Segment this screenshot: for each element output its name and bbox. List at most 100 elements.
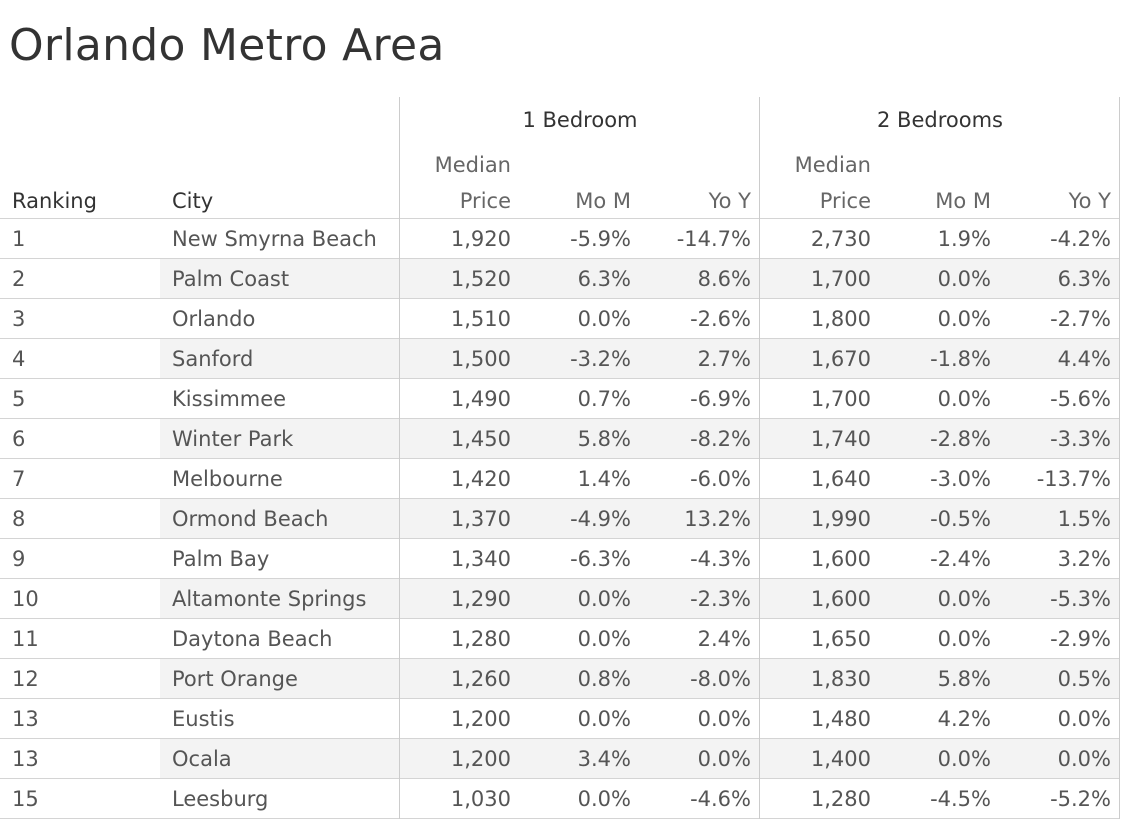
b1-mom-cell: 3.4% [577, 747, 631, 771]
b2-price-cell: 1,800 [810, 307, 871, 331]
row-divider [0, 538, 1120, 539]
b2-yoy-cell: 4.4% [1057, 347, 1111, 371]
b1-mom-cell: 0.0% [577, 707, 631, 731]
b1-price-cell: 1,260 [450, 667, 511, 691]
city-cell: Ocala [172, 747, 232, 771]
b2-mom-header: Mo M [935, 189, 991, 213]
b1-yoy-cell: -6.0% [690, 467, 751, 491]
b1-yoy-cell: -14.7% [676, 227, 751, 251]
b2-price-cell: 1,280 [810, 787, 871, 811]
rank-cell: 7 [12, 467, 26, 491]
b2-median-label: Median [794, 153, 871, 177]
rank-cell: 11 [12, 627, 39, 651]
b2-yoy-cell: 1.5% [1057, 507, 1111, 531]
b2-mom-cell: 0.0% [937, 627, 991, 651]
b1-price-cell: 1,340 [450, 547, 511, 571]
b1-yoy-cell: -8.0% [690, 667, 751, 691]
b1-mom-cell: -3.2% [570, 347, 631, 371]
rank-cell: 13 [12, 707, 39, 731]
row-band [160, 659, 1120, 699]
b1-mom-cell: -5.9% [570, 227, 631, 251]
city-cell: Winter Park [172, 427, 294, 451]
b2-yoy-cell: -4.2% [1050, 227, 1111, 251]
row-divider [0, 298, 1120, 299]
b1-mom-cell: 0.7% [577, 387, 631, 411]
b1-mom-header: Mo M [575, 189, 631, 213]
b2-mom-cell: 0.0% [937, 587, 991, 611]
row-divider [0, 698, 1120, 699]
city-header: City [172, 189, 214, 213]
b1-yoy-cell: 2.4% [697, 627, 751, 651]
b2-yoy-cell: -13.7% [1036, 467, 1111, 491]
b1-price-cell: 1,420 [450, 467, 511, 491]
b2-price-cell: 1,700 [810, 387, 871, 411]
header-divider [400, 218, 1120, 219]
b1-yoy-cell: 13.2% [684, 507, 751, 531]
b2-yoy-cell: -5.3% [1050, 587, 1111, 611]
b2-mom-cell: -2.8% [930, 427, 991, 451]
b1-yoy-cell: 0.0% [697, 707, 751, 731]
rank-cell: 3 [12, 307, 26, 331]
b1-mom-cell: -4.9% [570, 507, 631, 531]
group-header-1-bedroom: 1 Bedroom [522, 108, 638, 132]
b2-yoy-cell: 0.0% [1057, 747, 1111, 771]
rank-cell: 5 [12, 387, 26, 411]
b1-yoy-cell: -4.6% [690, 787, 751, 811]
city-cell: Eustis [172, 707, 235, 731]
rank-cell: 10 [12, 587, 39, 611]
row-divider [0, 778, 1120, 779]
ranking-header: Ranking [12, 189, 97, 213]
rank-cell: 12 [12, 667, 39, 691]
row-divider [0, 818, 1120, 819]
city-cell: Leesburg [172, 787, 269, 811]
b1-price-cell: 1,490 [450, 387, 511, 411]
b1-price-cell: 1,200 [450, 747, 511, 771]
rank-cell: 4 [12, 347, 26, 371]
b1-median-label: Median [434, 153, 511, 177]
row-band [160, 419, 1120, 459]
b1-yoy-cell: -6.9% [690, 387, 751, 411]
row-divider [0, 498, 1120, 499]
row-divider [0, 258, 1120, 259]
b2-price-cell: 1,990 [810, 507, 871, 531]
b2-mom-cell: 0.0% [937, 307, 991, 331]
b2-mom-cell: -4.5% [930, 787, 991, 811]
b1-yoy-cell: -8.2% [690, 427, 751, 451]
b1-price-cell: 1,280 [450, 627, 511, 651]
b1-yoy-header: Yo Y [708, 189, 751, 213]
b2-mom-cell: 0.0% [937, 747, 991, 771]
row-band [160, 339, 1120, 379]
b2-yoy-cell: -3.3% [1050, 427, 1111, 451]
b2-yoy-cell: -5.2% [1050, 787, 1111, 811]
b1-price-cell: 1,920 [450, 227, 511, 251]
group-header-2-bedrooms: 2 Bedrooms [877, 108, 1003, 132]
row-divider [0, 338, 1120, 339]
header-divider [0, 218, 400, 219]
group-divider [399, 97, 400, 819]
row-band [160, 259, 1120, 299]
b1-yoy-cell: -4.3% [690, 547, 751, 571]
b1-yoy-cell: 8.6% [697, 267, 751, 291]
row-divider [0, 658, 1120, 659]
row-band [160, 739, 1120, 779]
b1-price-cell: 1,520 [450, 267, 511, 291]
b2-price-cell: 1,830 [810, 667, 871, 691]
b2-price-cell: 1,400 [810, 747, 871, 771]
b2-yoy-cell: 0.0% [1057, 707, 1111, 731]
row-band [160, 499, 1120, 539]
b2-price-cell: 1,480 [810, 707, 871, 731]
b2-mom-cell: 5.8% [937, 667, 991, 691]
b2-price-label: Price [819, 189, 871, 213]
page-title: Orlando Metro Area [9, 20, 445, 71]
b2-mom-cell: -2.4% [930, 547, 991, 571]
rank-cell: 15 [12, 787, 39, 811]
rank-cell: 2 [12, 267, 26, 291]
city-cell: Orlando [172, 307, 256, 331]
b1-price-cell: 1,290 [450, 587, 511, 611]
b2-yoy-header: Yo Y [1068, 189, 1111, 213]
b2-yoy-cell: 6.3% [1057, 267, 1111, 291]
b2-price-cell: 1,700 [810, 267, 871, 291]
b1-price-cell: 1,450 [450, 427, 511, 451]
table-edge [1119, 97, 1120, 819]
